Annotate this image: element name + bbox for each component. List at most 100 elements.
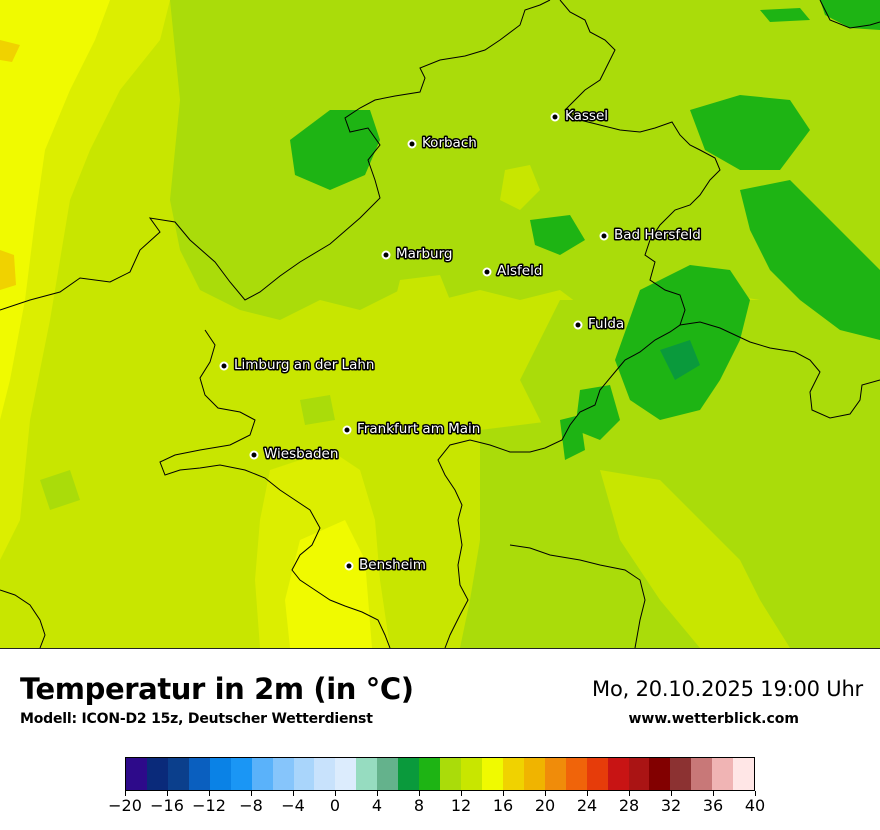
legend-swatch [293,758,315,790]
city-dot [249,450,259,460]
city-marker: Kassel [550,107,610,126]
legend-swatch [167,758,189,790]
city-markers: Kassel Korbach Bad Hersfeld Marburg Alsfeld F… [219,107,702,575]
legend-tick-label: 8 [413,796,425,815]
legend-tick-label: 0 [329,796,341,815]
legend-tick-mark [502,791,504,796]
legend-swatch [209,758,231,790]
city-marker: Fulda [573,315,626,334]
legend-swatch [712,758,734,790]
city-marker: Wiesbaden [249,445,340,464]
city-dot [482,267,492,277]
legend-swatch [126,758,147,790]
legend-tick-mark [166,791,168,796]
legend-swatch [481,758,503,790]
city-dot [342,425,352,435]
legend-tick-mark [250,791,252,796]
city-label: Bad Hersfeld [614,227,701,243]
legend-swatch [314,758,336,790]
color-scale-legend [125,757,755,791]
legend-swatch [377,758,399,790]
legend-swatch [251,758,273,790]
city-label: Bensheim [359,557,426,573]
legend-tick-label: −4 [281,796,305,815]
legend-tick-label: 24 [576,796,598,815]
legend-tick-label: −8 [239,796,263,815]
legend-tick-mark [670,791,672,796]
city-dot [550,112,560,122]
legend-tick-mark [754,791,756,796]
state-borders [0,0,880,648]
temperature-fields [0,0,880,648]
legend-swatch [440,758,461,790]
legend-swatch [565,758,587,790]
legend-swatch [419,758,441,790]
city-dot [407,139,417,149]
temperature-map: Kassel Korbach Bad Hersfeld Marburg Alsfeld F… [0,0,880,649]
legend-tick-label: 20 [534,796,556,815]
city-label: Frankfurt am Main [357,421,480,437]
city-dot [381,250,391,260]
city-marker: Frankfurt am Main [342,420,482,439]
legend-tick-mark [292,791,294,796]
legend-swatch [649,758,671,790]
legend-tick-mark [334,791,336,796]
city-marker: Bad Hersfeld [599,226,702,245]
city-dot [573,320,583,330]
legend-swatch [733,758,755,790]
legend-tick-label: 4 [371,796,383,815]
legend-tick-mark [586,791,588,796]
legend-swatch [461,758,482,790]
legend-tick-mark [544,791,546,796]
legend-tick-label: 36 [702,796,724,815]
legend-swatch [188,758,210,790]
city-label: Korbach [422,135,477,151]
legend-tick-label: −16 [150,796,184,815]
legend-tick-mark [124,791,126,796]
city-label: Marburg [396,246,452,262]
city-label: Fulda [588,316,624,332]
city-dot [344,561,354,571]
city-label: Wiesbaden [264,446,338,462]
legend-swatch [146,758,168,790]
legend-tick-mark [208,791,210,796]
legend-tick-mark [628,791,630,796]
model-source: Modell: ICON-D2 15z, Deutscher Wetterdie… [20,711,373,727]
legend-tick-label: 16 [492,796,514,815]
city-dot [599,231,609,241]
legend-swatch [272,758,294,790]
forecast-datetime: Mo, 20.10.2025 19:00 Uhr [592,677,863,701]
map-title: Temperatur in 2m (in °C) [20,672,414,706]
city-label: Limburg an der Lahn [234,357,374,373]
legend-tick-mark [460,791,462,796]
legend-swatch [502,758,524,790]
city-dot [219,361,229,371]
legend-tick-label: 40 [744,796,766,815]
legend-tick-label: −12 [192,796,226,815]
city-label: Kassel [565,108,608,124]
legend-tick-labels: −20 −16 −12 −8 −4 0 4 8 12 16 20 24 28 32 36 40 [108,791,765,827]
legend-tick-label: 12 [450,796,472,815]
legend-swatch [356,758,378,790]
legend-swatch [335,758,357,790]
city-marker: Limburg an der Lahn [219,356,376,375]
city-marker: Alsfeld [482,262,544,281]
legend-tick-mark [376,791,378,796]
legend-swatch [691,758,713,790]
website-link[interactable]: www.wetterblick.com [628,711,800,727]
legend-swatch [230,758,252,790]
legend-tick-mark [418,791,420,796]
legend-swatch [398,758,420,790]
legend-tick-label: 32 [660,796,682,815]
legend-swatch [628,758,650,790]
city-label: Alsfeld [497,263,542,279]
city-marker: Bensheim [344,556,427,575]
legend-swatch [544,758,566,790]
legend-swatch [586,758,608,790]
city-marker: Marburg [381,245,454,264]
legend-tick-mark [712,791,714,796]
legend-swatch [523,758,545,790]
legend-tick-label: −20 [108,796,142,815]
city-marker: Korbach [407,134,478,153]
legend-swatch [607,758,629,790]
